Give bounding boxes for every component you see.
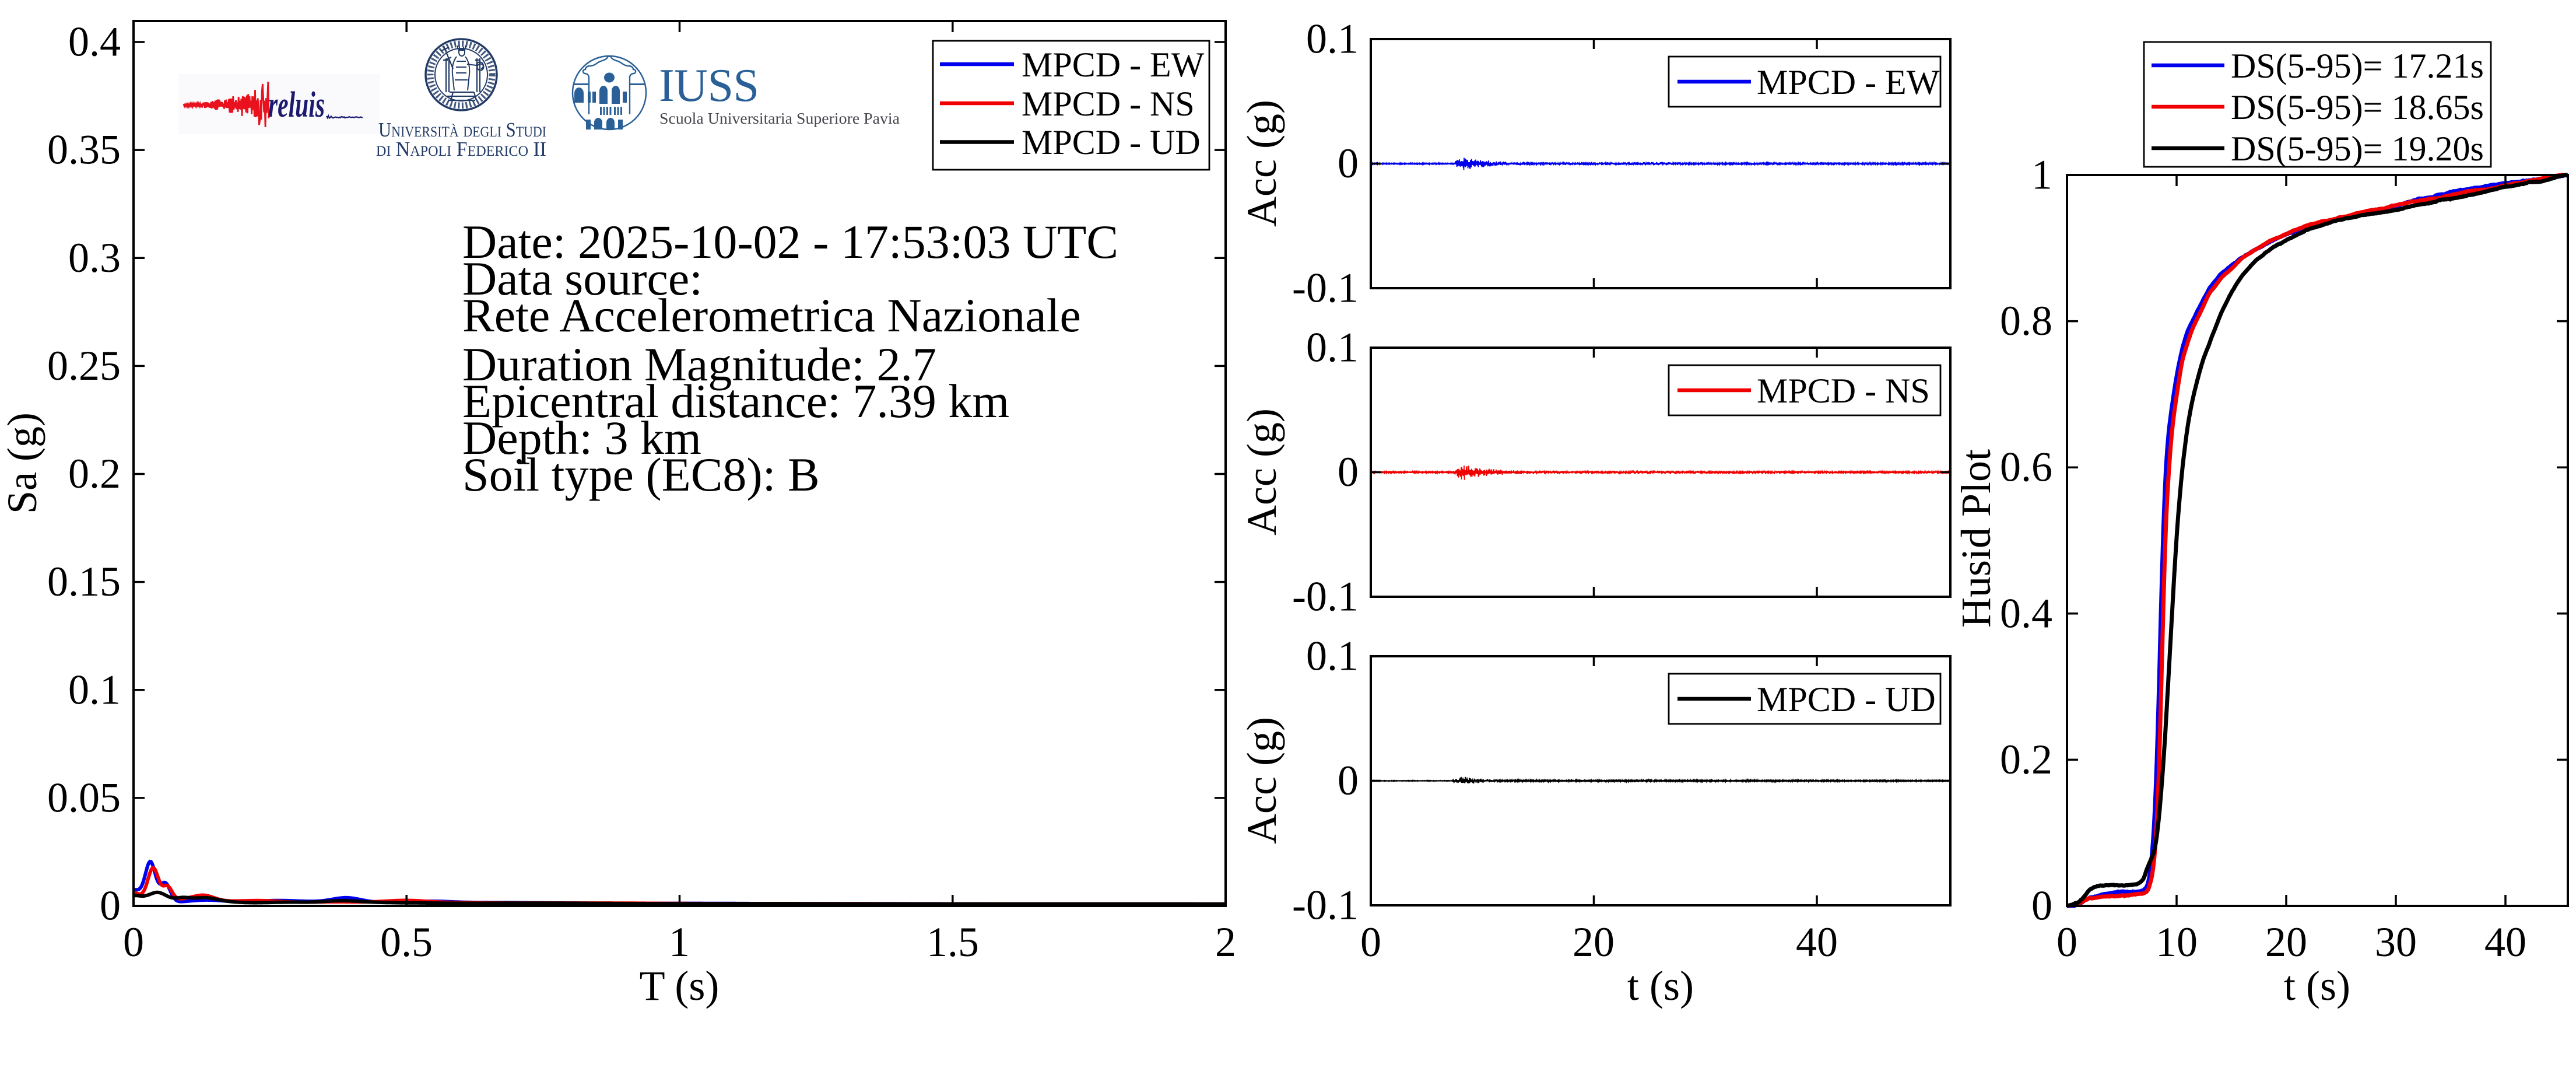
svg-text:DS(5-95)= 17.21s: DS(5-95)= 17.21s — [2231, 47, 2484, 85]
svg-text:MPCD - EW: MPCD - EW — [1022, 46, 1205, 84]
svg-text:1: 1 — [669, 919, 690, 965]
svg-text:0.35: 0.35 — [47, 127, 121, 173]
svg-text:-0.1: -0.1 — [1292, 265, 1359, 312]
svg-text:20: 20 — [1573, 919, 1615, 965]
svg-text:0.1: 0.1 — [68, 666, 121, 713]
svg-text:0: 0 — [123, 919, 144, 965]
svg-text:MPCD - UD: MPCD - UD — [1022, 123, 1201, 162]
svg-text:1: 1 — [2031, 152, 2052, 198]
svg-text:DS(5-95)= 19.20s: DS(5-95)= 19.20s — [2231, 130, 2484, 168]
svg-text:40: 40 — [1796, 919, 1838, 965]
svg-text:0.2: 0.2 — [68, 450, 121, 497]
svg-text:-0.1: -0.1 — [1292, 882, 1359, 929]
svg-text:0.1: 0.1 — [1306, 324, 1359, 371]
svg-text:Acc (g): Acc (g) — [1238, 408, 1285, 536]
svg-text:Acc (g): Acc (g) — [1238, 100, 1285, 227]
svg-text:Sa (g): Sa (g) — [0, 412, 45, 514]
svg-text:0.8: 0.8 — [2000, 298, 2052, 344]
svg-text:MPCD - NS: MPCD - NS — [1757, 372, 1930, 410]
svg-text:-0.1: -0.1 — [1292, 573, 1359, 620]
svg-text:MPCD - EW: MPCD - EW — [1757, 63, 1940, 102]
svg-text:Rete Accelerometrica Nazionale: Rete Accelerometrica Nazionale — [462, 289, 1081, 342]
svg-text:0.25: 0.25 — [47, 342, 121, 389]
svg-text:Data source:: Data source: — [462, 252, 703, 305]
svg-text:reluis: reluis — [268, 85, 325, 125]
svg-text:MPCD - NS: MPCD - NS — [1022, 85, 1195, 123]
svg-text:MPCD - UD: MPCD - UD — [1757, 680, 1936, 719]
svg-text:0: 0 — [1338, 140, 1359, 187]
svg-text:Date: 2025-10-02 - 17:53:03 UT: Date: 2025-10-02 - 17:53:03 UTC — [462, 215, 1118, 268]
svg-text:0: 0 — [1338, 449, 1359, 495]
svg-text:20: 20 — [2265, 919, 2307, 965]
svg-text:0: 0 — [2031, 883, 2052, 929]
svg-text:1.5: 1.5 — [926, 919, 979, 965]
svg-text:Depth: 3 km: Depth: 3 km — [462, 411, 701, 464]
svg-text:di Napoli Federico II: di Napoli Federico II — [376, 138, 546, 160]
svg-text:t (s): t (s) — [1627, 963, 1694, 1009]
svg-text:0.15: 0.15 — [47, 558, 121, 605]
svg-text:Scuola Universitaria Superiore: Scuola Universitaria Superiore Pavia — [659, 110, 900, 127]
svg-text:0: 0 — [2056, 919, 2077, 965]
svg-text:Epicentral distance: 7.39 km: Epicentral distance: 7.39 km — [462, 374, 1009, 428]
svg-text:10: 10 — [2156, 919, 2198, 965]
svg-text:0: 0 — [1338, 757, 1359, 804]
svg-text:0: 0 — [100, 883, 121, 929]
svg-text:IUSS: IUSS — [659, 60, 759, 111]
svg-text:Università degli Studi: Università degli Studi — [378, 118, 546, 141]
svg-text:DS(5-95)= 18.65s: DS(5-95)= 18.65s — [2231, 88, 2484, 127]
svg-text:t (s): t (s) — [2284, 963, 2350, 1009]
svg-text:0.3: 0.3 — [68, 235, 121, 281]
svg-text:Duration Magnitude: 2.7: Duration Magnitude: 2.7 — [462, 338, 936, 391]
svg-text:2: 2 — [1215, 919, 1236, 965]
svg-text:40: 40 — [2484, 919, 2526, 965]
svg-text:Soil type (EC8): B: Soil type (EC8): B — [462, 448, 820, 501]
svg-text:0.4: 0.4 — [68, 19, 121, 65]
svg-text:0.2: 0.2 — [2000, 736, 2052, 783]
svg-text:0.05: 0.05 — [47, 774, 121, 821]
svg-text:T (s): T (s) — [640, 963, 720, 1009]
svg-text:0.1: 0.1 — [1306, 633, 1359, 680]
svg-text:0.4: 0.4 — [2000, 590, 2052, 636]
svg-text:0: 0 — [1360, 919, 1381, 965]
svg-text:30: 30 — [2375, 919, 2417, 965]
svg-text:Acc (g): Acc (g) — [1238, 717, 1285, 844]
svg-text:0.6: 0.6 — [2000, 444, 2052, 491]
svg-text:0.5: 0.5 — [380, 919, 433, 965]
svg-text:0.1: 0.1 — [1306, 16, 1359, 62]
svg-text:Husid Plot: Husid Plot — [1953, 449, 1999, 628]
